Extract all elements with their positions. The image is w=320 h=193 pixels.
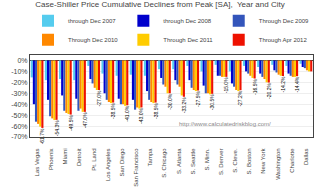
svg-text:-20%: -20% — [11, 79, 27, 86]
svg-text:-33.2%: -33.2% — [181, 97, 187, 113]
svg-text:-27.5%: -27.5% — [195, 91, 201, 107]
svg-text:-14.2%: -14.2% — [280, 76, 286, 92]
svg-text:Tampa: Tampa — [147, 148, 153, 167]
svg-text:Pt. Land: Pt. Land — [91, 148, 97, 170]
svg-text:-14.4%: -14.4% — [294, 76, 300, 92]
svg-text:Miami: Miami — [62, 148, 68, 164]
svg-text:Washington: Washington — [275, 148, 281, 179]
svg-text:Through Dec 2009: Through Dec 2009 — [259, 18, 309, 24]
svg-text:S. Seattle: S. Seattle — [190, 148, 196, 175]
svg-text:Los Angeles: Los Angeles — [105, 148, 111, 181]
svg-text:S. Atlanta: S. Atlanta — [176, 148, 182, 174]
svg-text:through Dec 2007: through Dec 2007 — [68, 18, 116, 24]
svg-text:-50%: -50% — [11, 112, 27, 119]
svg-text:Through Dec 2010: Through Dec 2010 — [68, 37, 118, 43]
svg-text:through Dec 2008: through Dec 2008 — [163, 18, 211, 24]
svg-text:S. Boston: S. Boston — [246, 148, 252, 174]
svg-text:New York: New York — [260, 147, 266, 173]
svg-text:-41.0%: -41.0% — [124, 105, 130, 121]
svg-text:-15.0%: -15.0% — [223, 77, 229, 93]
svg-text:S. Cleve.: S. Cleve. — [232, 148, 238, 173]
svg-text:http://www.calculatedriskblog.: http://www.calculatedriskblog.com/ — [179, 121, 271, 127]
svg-text:Charlotte: Charlotte — [289, 148, 295, 173]
svg-text:Phoenix: Phoenix — [48, 148, 54, 170]
svg-text:-16.5%: -16.5% — [252, 79, 258, 95]
svg-text:San Diego: San Diego — [119, 148, 125, 177]
svg-text:-61.7%: -61.7% — [39, 128, 45, 144]
svg-text:-49.5%: -49.5% — [68, 115, 74, 131]
svg-text:Dallas: Dallas — [303, 148, 309, 165]
svg-text:Las Vegas: Las Vegas — [34, 148, 40, 176]
svg-text:-38.5%: -38.5% — [153, 103, 159, 119]
svg-text:-27.2%: -27.2% — [237, 90, 243, 106]
svg-text:Through Apr 2012: Through Apr 2012 — [259, 37, 308, 43]
svg-text:-40%: -40% — [11, 101, 27, 108]
svg-text:-47.0%: -47.0% — [82, 112, 88, 128]
svg-text:S. Chicago: S. Chicago — [161, 148, 167, 178]
svg-text:Detroit: Detroit — [76, 148, 82, 166]
svg-text:-27.0%: -27.0% — [96, 90, 102, 106]
svg-text:-20.2%: -20.2% — [266, 83, 272, 99]
svg-text:-38.5%: -38.5% — [110, 103, 116, 119]
svg-text:-43.0%: -43.0% — [138, 107, 144, 123]
svg-text:-70%: -70% — [11, 133, 27, 140]
svg-text:S. Minn.: S. Minn. — [204, 148, 210, 170]
svg-text:-60%: -60% — [11, 123, 27, 130]
svg-text:-10%: -10% — [11, 68, 27, 75]
svg-text:-30%: -30% — [11, 90, 27, 97]
svg-text:-30.0%: -30.0% — [167, 93, 173, 109]
svg-text:0%: 0% — [17, 57, 27, 64]
svg-text:San Francisco: San Francisco — [133, 148, 139, 187]
svg-text:S. Denver: S. Denver — [218, 148, 224, 175]
svg-text:Through Dec 2011: Through Dec 2011 — [163, 37, 213, 43]
svg-text:-54.3%: -54.3% — [54, 120, 60, 136]
svg-text:-30.5%: -30.5% — [209, 94, 215, 110]
svg-text:Case-Shiller Price Cumulative: Case-Shiller Price Cumulative Declines f… — [35, 0, 284, 9]
